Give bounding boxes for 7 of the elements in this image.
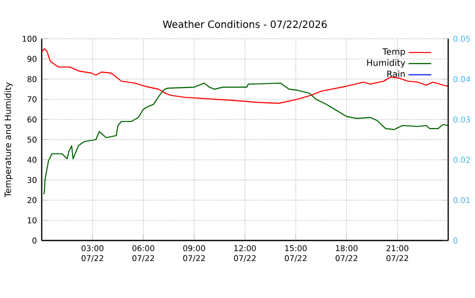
y-axis-title: Temperature and Humidity <box>4 82 13 198</box>
legend-label: Rain <box>387 70 405 78</box>
chart-title: Weather Conditions - 07/22/2026 <box>162 20 327 29</box>
legend-label: Temp <box>382 48 405 56</box>
line-series <box>42 82 448 195</box>
legend-label: Humidity <box>367 59 406 68</box>
line-series <box>42 48 448 104</box>
